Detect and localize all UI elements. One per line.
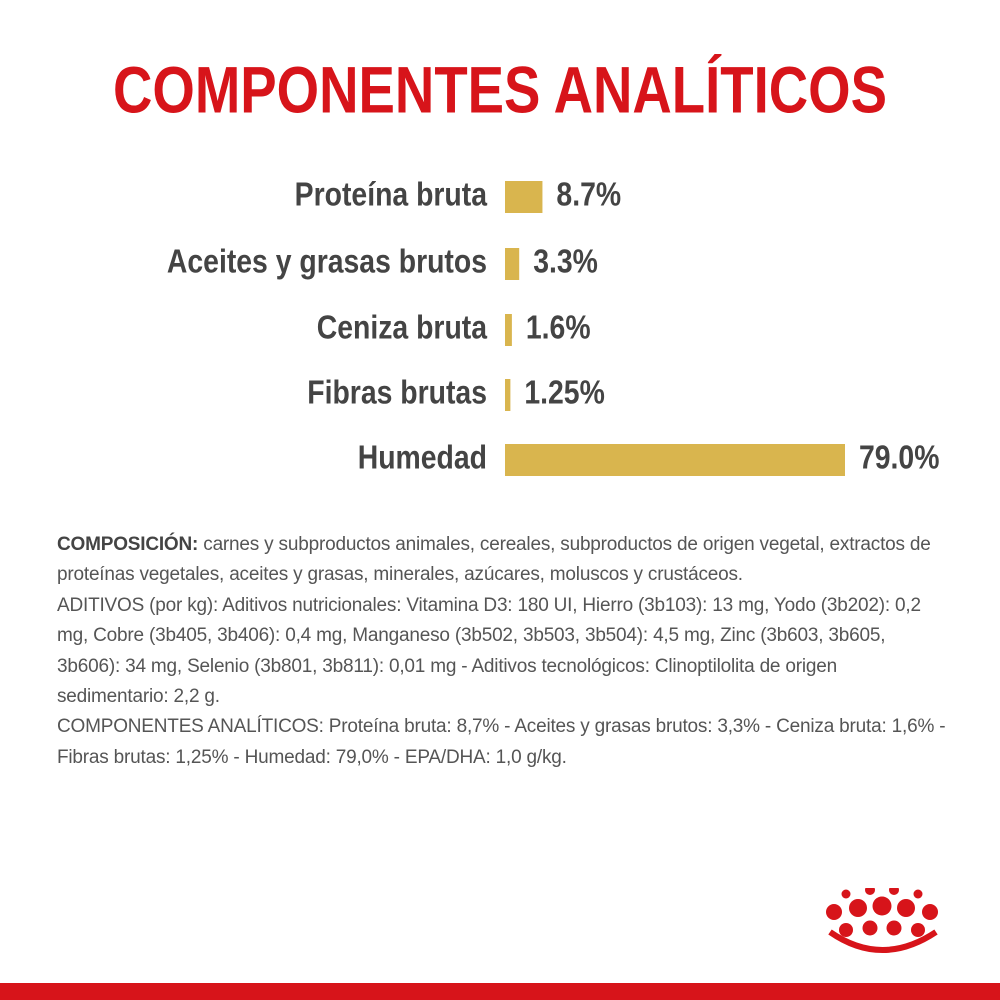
additives-text: ADITIVOS (por kg): Aditivos nutricionale…	[57, 594, 921, 708]
chart: COMPONENTES ANALÍTICOS Proteína bruta 8.7…	[113, 52, 940, 477]
category-label: Proteína bruta	[295, 176, 488, 214]
category-label: Aceites y grasas brutos	[167, 243, 487, 281]
value-label: 3.3%	[533, 243, 598, 281]
bar	[505, 314, 512, 346]
analytics-text: COMPONENTES ANALÍTICOS: Proteína bruta: …	[57, 716, 946, 768]
composition-paragraph: COMPOSICIÓN: carnes y subproductos anima…	[57, 530, 947, 591]
category-label: Humedad	[358, 439, 487, 477]
value-label: 1.25%	[524, 374, 604, 412]
brand-logo	[826, 888, 938, 953]
value-label: 1.6%	[526, 309, 591, 347]
footer-bar	[0, 983, 1000, 1000]
composition-label: COMPOSICIÓN:	[57, 534, 199, 555]
bar	[505, 444, 845, 476]
condensed-text-group: Proteína bruta 8.7% Aceites y grasas bruto…	[167, 176, 940, 477]
category-label: Ceniza bruta	[317, 309, 488, 347]
value-label: 8.7%	[556, 176, 621, 214]
bar	[505, 248, 520, 280]
value-label: 79.0%	[859, 439, 939, 477]
composition-text: carnes y subproductos animales, cereales…	[57, 534, 931, 586]
composition: COMPOSICIÓN: carnes y subproductos anima…	[57, 530, 947, 773]
bar	[505, 181, 543, 213]
bar	[505, 379, 511, 411]
category-label: Fibras brutas	[307, 374, 487, 412]
chart-title: COMPONENTES ANALÍTICOS	[113, 52, 887, 126]
